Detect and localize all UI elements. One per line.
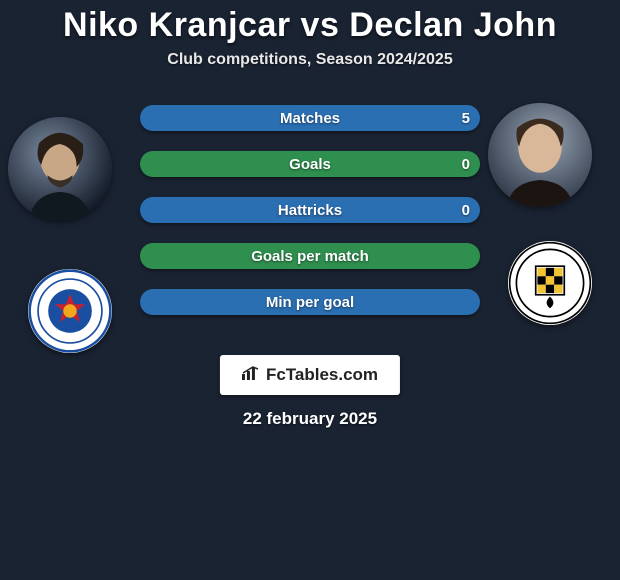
player1-club-badge	[28, 269, 112, 353]
stat-bar-min-per-goal: Min per goal	[140, 289, 480, 315]
stat-label: Min per goal	[140, 294, 480, 311]
brand-label: FcTables.com	[266, 365, 378, 385]
stat-bar-matches: Matches 5	[140, 105, 480, 131]
stat-right-value: 0	[462, 202, 470, 219]
player2-avatar	[488, 103, 592, 207]
stat-label: Hattricks	[140, 202, 480, 219]
player2-club-badge	[508, 241, 592, 325]
player1-avatar	[8, 117, 112, 221]
comparison-card: Niko Kranjcar vs Declan John Club compet…	[0, 0, 620, 580]
stat-label: Matches	[140, 110, 480, 127]
subtitle: Club competitions, Season 2024/2025	[0, 51, 620, 69]
stat-bar-goals: Goals 0	[140, 151, 480, 177]
branding-region: FcTables.com 22 february 2025	[220, 355, 400, 429]
chart-icon	[242, 366, 260, 385]
brand-badge: FcTables.com	[220, 355, 400, 395]
date-label: 22 february 2025	[220, 409, 400, 429]
stat-label: Goals	[140, 156, 480, 173]
stat-right-value: 5	[462, 110, 470, 127]
stat-bar-hattricks: Hattricks 0	[140, 197, 480, 223]
stat-bars: Matches 5 Goals 0 Hattricks 0 Goals per …	[140, 105, 480, 335]
stat-label: Goals per match	[140, 248, 480, 265]
page-title: Niko Kranjcar vs Declan John	[0, 6, 620, 45]
content-region: Matches 5 Goals 0 Hattricks 0 Goals per …	[0, 97, 620, 457]
stat-bar-goals-per-match: Goals per match	[140, 243, 480, 269]
stat-right-value: 0	[462, 156, 470, 173]
